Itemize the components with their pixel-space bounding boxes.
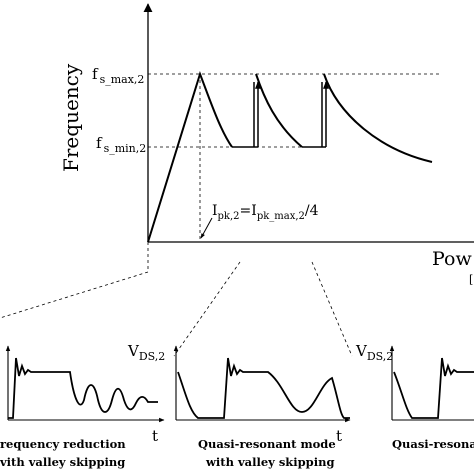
annotation-arrow bbox=[200, 217, 213, 239]
wf1-caption-line1: requency reduction bbox=[0, 437, 126, 451]
wf2-v-label: VDS,2 bbox=[355, 342, 393, 363]
wf2-t-label: t bbox=[336, 427, 342, 445]
x-axis-label: Pow bbox=[432, 248, 472, 270]
wf2-caption-line2: with valley skipping bbox=[205, 455, 334, 469]
wf3-waveform bbox=[393, 357, 474, 419]
connector-left-b bbox=[0, 271, 149, 319]
y-axis-label: Frequency bbox=[59, 63, 83, 172]
fmin-label: f s_min,2 bbox=[96, 134, 146, 155]
wf1-v-label: VDS,2 bbox=[127, 342, 165, 363]
ipk-annotation: Ipk,2=Ipk_max,2/4 bbox=[212, 203, 319, 222]
wf1-caption-line2: vith valley skipping bbox=[0, 455, 125, 469]
connector-mid-b bbox=[311, 261, 353, 357]
fmax-label: f s_max,2 bbox=[92, 65, 144, 86]
connector-mid-a bbox=[173, 261, 241, 357]
wf1-t-label: t bbox=[152, 427, 158, 445]
wf3-caption-line1: Quasi-resona bbox=[392, 437, 474, 451]
wf2-waveform bbox=[177, 357, 350, 419]
wf2-caption-line1: Quasi-resonant mode bbox=[198, 437, 336, 451]
x-axis-label-tail: [ bbox=[469, 273, 473, 286]
wf1-waveform bbox=[8, 357, 158, 419]
